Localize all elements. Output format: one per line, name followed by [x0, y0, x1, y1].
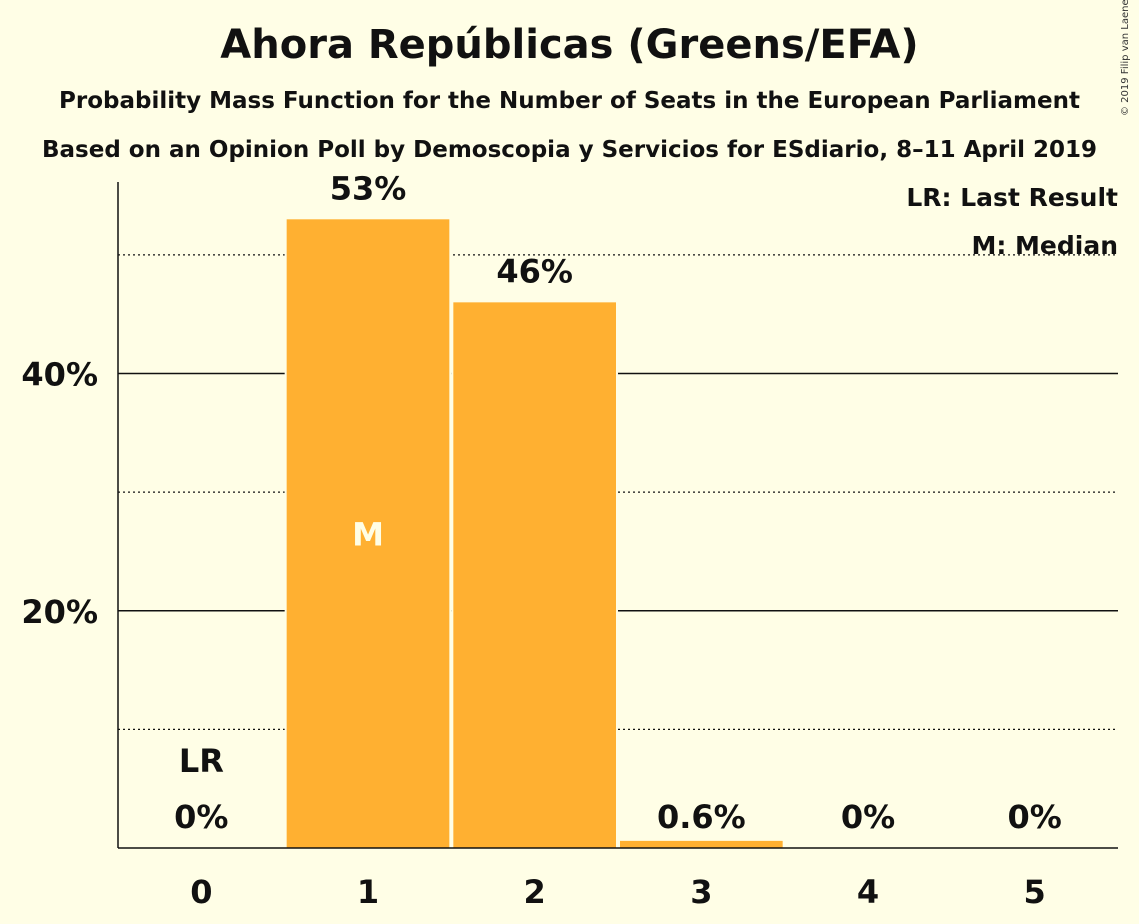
x-tick-label: 1 — [357, 873, 379, 911]
bar — [453, 302, 616, 848]
x-tick-label: 0 — [190, 873, 212, 911]
chart-subtitle: Probability Mass Function for the Number… — [59, 88, 1080, 114]
chart-source-subtitle: Based on an Opinion Poll by Demoscopia y… — [42, 137, 1097, 163]
x-tick-label: 5 — [1024, 873, 1046, 911]
chart-title: Ahora Repúblicas (Greens/EFA) — [220, 22, 919, 68]
x-tick-label: 2 — [524, 873, 546, 911]
legend-last-result: LR: Last Result — [906, 183, 1118, 212]
y-tick-label: 40% — [21, 356, 98, 394]
last-result-marker: LR — [179, 742, 224, 780]
bar-value-label: 53% — [330, 169, 407, 207]
bar — [286, 219, 450, 848]
x-tick-label: 3 — [690, 873, 712, 911]
bar-value-label: 0% — [174, 798, 228, 836]
y-tick-label: 20% — [21, 593, 98, 631]
median-marker: M — [352, 516, 384, 554]
bar-value-label: 0.6% — [657, 798, 746, 836]
bar-value-label: 0% — [841, 798, 895, 836]
bar-value-label: 46% — [496, 252, 573, 290]
x-tick-label: 4 — [857, 873, 879, 911]
bar-value-label: 0% — [1008, 798, 1062, 836]
bar — [620, 840, 783, 848]
